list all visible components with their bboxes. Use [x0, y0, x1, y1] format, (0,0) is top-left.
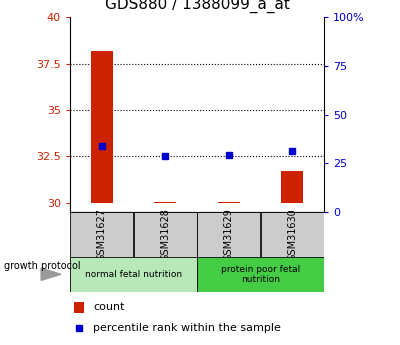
Bar [70, 212, 134, 257]
Bar [70, 257, 197, 292]
Text: growth protocol: growth protocol [4, 261, 81, 270]
Bar [260, 212, 324, 257]
Text: GSM31628: GSM31628 [160, 208, 170, 261]
Bar [154, 201, 176, 203]
Bar [281, 171, 303, 203]
Title: GDS880 / 1388099_a_at: GDS880 / 1388099_a_at [104, 0, 290, 13]
Bar [218, 201, 240, 203]
Text: GSM31630: GSM31630 [287, 208, 297, 261]
Bar [74, 302, 84, 313]
Text: GSM31629: GSM31629 [224, 208, 234, 261]
Text: count: count [93, 303, 124, 313]
Bar [91, 51, 113, 203]
Bar [197, 212, 260, 257]
Text: protein poor fetal
nutrition: protein poor fetal nutrition [221, 265, 300, 284]
Text: GSM31627: GSM31627 [97, 208, 107, 261]
Text: normal fetal nutrition: normal fetal nutrition [85, 270, 182, 279]
Polygon shape [41, 268, 61, 280]
Bar [134, 212, 197, 257]
Bar [197, 257, 324, 292]
Text: percentile rank within the sample: percentile rank within the sample [93, 323, 281, 333]
